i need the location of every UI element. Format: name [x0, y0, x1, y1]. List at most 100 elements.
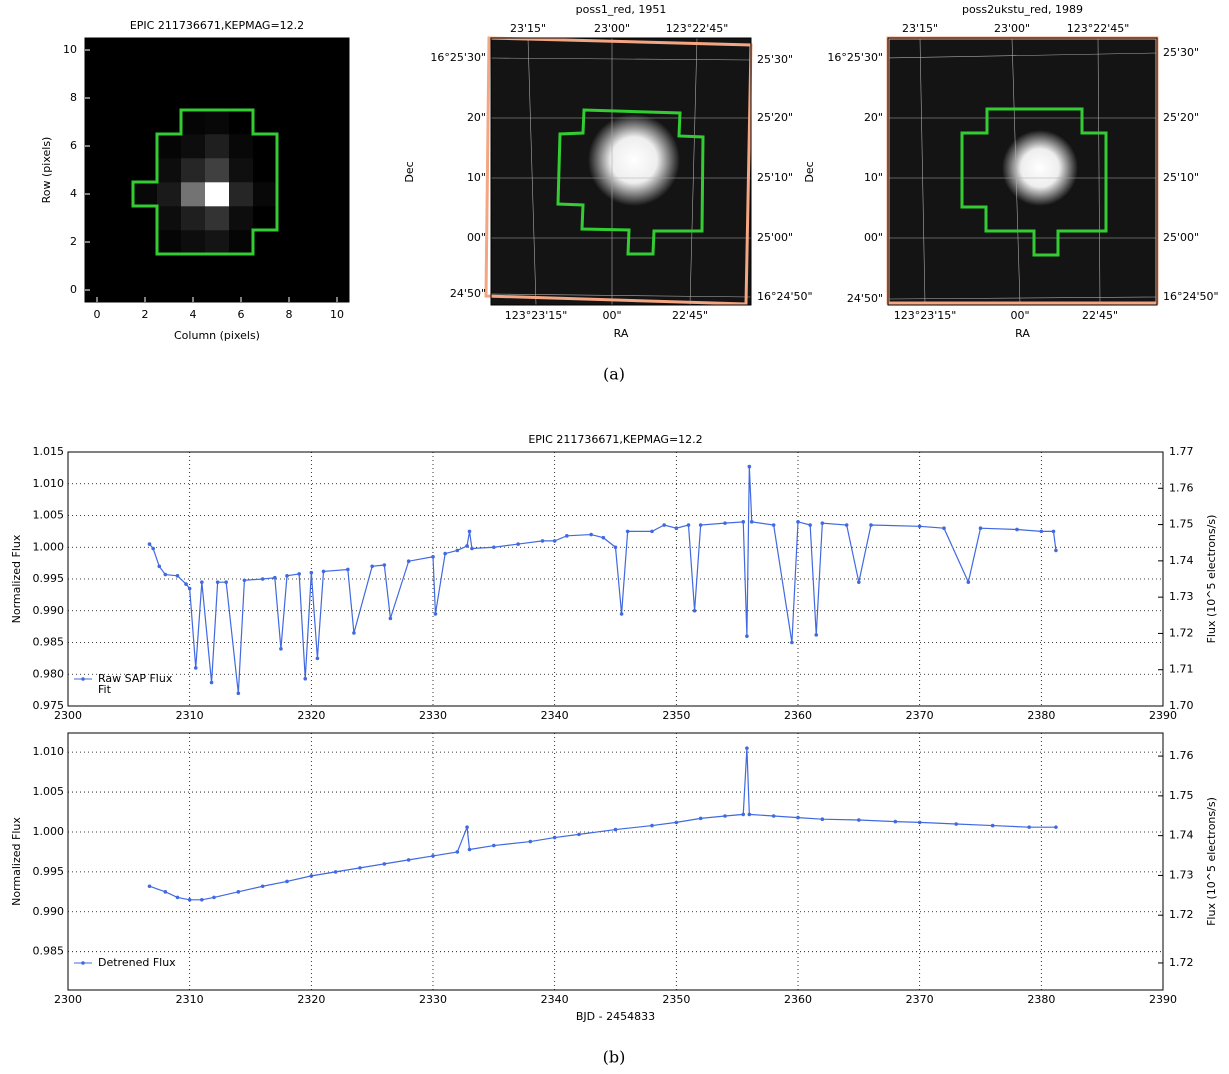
pixel — [205, 86, 230, 111]
right-tick-label: 25'20" — [757, 111, 793, 124]
data-point — [236, 890, 241, 894]
x-tick-label: 2370 — [906, 709, 934, 722]
x-tick-label: 2320 — [297, 993, 325, 1006]
axes-frame — [490, 37, 752, 306]
data-point — [467, 847, 472, 852]
left-tick-label: 24'50" — [450, 287, 486, 300]
data-point — [151, 546, 155, 551]
pixel — [205, 38, 230, 63]
legend-label: Detrened Flux — [98, 956, 176, 969]
x-tick-label: 2300 — [54, 993, 82, 1006]
data-point — [147, 884, 152, 889]
data-point — [552, 539, 557, 543]
pixel — [325, 62, 350, 87]
pixel — [301, 278, 326, 303]
chart-title: poss2ukstu_red, 1989 — [962, 3, 1083, 16]
pixel — [157, 86, 182, 111]
data-point — [698, 816, 703, 821]
data-point — [370, 564, 374, 569]
pixel — [181, 182, 206, 207]
data-point — [1054, 825, 1058, 829]
aperture — [556, 108, 705, 256]
data-point — [745, 746, 749, 750]
pixel — [133, 254, 158, 279]
pixel — [109, 110, 134, 135]
left-tick-label: 16°25'30" — [827, 51, 883, 64]
data-point — [723, 814, 727, 818]
bottom-tick-label: 123°23'15" — [505, 309, 568, 322]
pixel — [181, 230, 206, 255]
top-tick-label: 23'15" — [902, 22, 938, 35]
x-tick-label: 2330 — [419, 993, 447, 1006]
y2-axis-label: Flux (10^5 electrons/s) — [1205, 797, 1218, 926]
coord-grid — [490, 293, 752, 298]
pixel — [253, 254, 278, 279]
coord-grid — [490, 57, 752, 61]
y-tick-label: 1.000 — [33, 540, 65, 553]
pixel — [253, 158, 278, 183]
pixel — [229, 110, 254, 135]
data-point — [613, 545, 618, 550]
pixel — [205, 230, 230, 255]
x-tick-label: 2340 — [541, 709, 569, 722]
data-point — [200, 898, 204, 902]
data-point — [193, 666, 198, 670]
legend-label: Raw SAP Flux — [98, 672, 173, 685]
data-point — [820, 817, 825, 821]
data-point — [224, 580, 228, 584]
data-point — [260, 577, 265, 581]
data-point — [1051, 529, 1056, 534]
pixel — [133, 86, 158, 111]
y-tick-label: 1.010 — [33, 477, 65, 490]
pixel — [157, 182, 182, 207]
pixel — [277, 158, 302, 183]
bottom-tick-label: 123°23'15" — [894, 309, 957, 322]
x-tick-label: 2390 — [1149, 993, 1177, 1006]
data-point — [528, 839, 533, 844]
right-tick-label: 25'00" — [757, 231, 793, 244]
pixel — [205, 110, 230, 135]
pixel — [109, 278, 134, 303]
axes-frame — [67, 451, 1164, 707]
data-point — [1015, 527, 1019, 532]
data-point — [358, 866, 362, 870]
pixel — [301, 62, 326, 87]
y-tick-label: 4 — [70, 187, 77, 200]
top-tick-label: 23'00" — [994, 22, 1030, 35]
y-tick-label: 0.985 — [33, 636, 65, 649]
pixel — [181, 110, 206, 135]
x-tick-label: 2380 — [1027, 709, 1055, 722]
pixel — [109, 254, 134, 279]
left-tick-label: 20" — [864, 111, 883, 124]
pixel — [253, 38, 278, 63]
y2-tick-label: 1.72 — [1169, 908, 1194, 921]
plot-area — [68, 733, 1163, 990]
x-tick-label: 8 — [286, 308, 293, 321]
y-tick-label: 10 — [63, 43, 77, 56]
x-tick-label: 2360 — [784, 993, 812, 1006]
pixel — [157, 134, 182, 159]
data-point — [236, 691, 241, 696]
y-tick-label: 0.990 — [33, 905, 65, 918]
y-tick-label: 1.005 — [33, 509, 65, 522]
data-point — [382, 563, 387, 567]
right-tick-label: 25'30" — [1163, 46, 1199, 59]
chart-title: poss1_red, 1951 — [576, 3, 667, 16]
pixel — [205, 254, 230, 279]
x-tick-label: 0 — [94, 308, 101, 321]
data-point — [212, 895, 216, 900]
data-point — [470, 546, 474, 551]
pixel — [277, 38, 302, 63]
pixel — [277, 206, 302, 231]
pixel — [229, 206, 254, 231]
y-axis-label: Row (pixels) — [40, 137, 53, 204]
y2-tick-label: 1.74 — [1169, 554, 1194, 567]
data-point — [297, 572, 301, 576]
x-axis-label: RA — [1015, 327, 1030, 340]
left-tick-label: 10" — [467, 171, 486, 184]
x-tick-label: 2340 — [541, 993, 569, 1006]
data-line — [149, 748, 1056, 901]
data-point — [820, 521, 825, 525]
data-line — [149, 466, 1057, 694]
